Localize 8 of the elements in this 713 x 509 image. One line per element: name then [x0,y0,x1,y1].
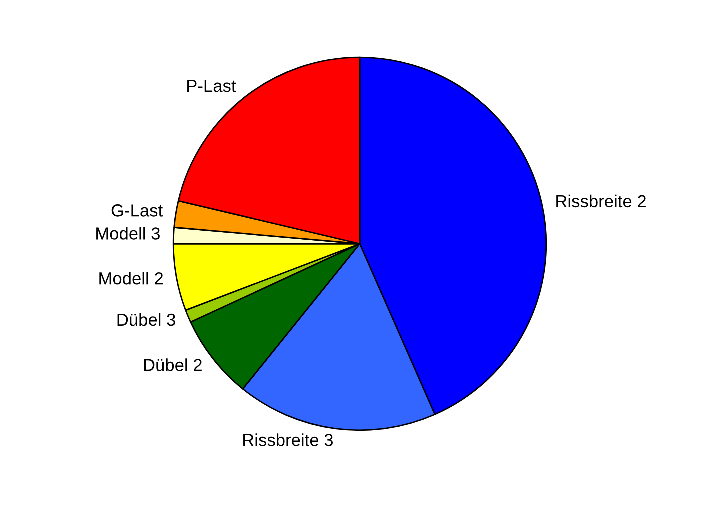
slice-label: Rissbreite 2 [556,194,646,208]
slice-label: P-Last [188,80,236,92]
slice-label: Dübel 2 [144,358,202,372]
slice-label: Dübel 3 [118,313,176,326]
slice-label: Modell 3 [96,227,160,240]
slice-label: G-Last [112,204,163,217]
slice-label: Rissbreite 3 [244,434,333,446]
slice-label: Modell 2 [100,272,163,285]
